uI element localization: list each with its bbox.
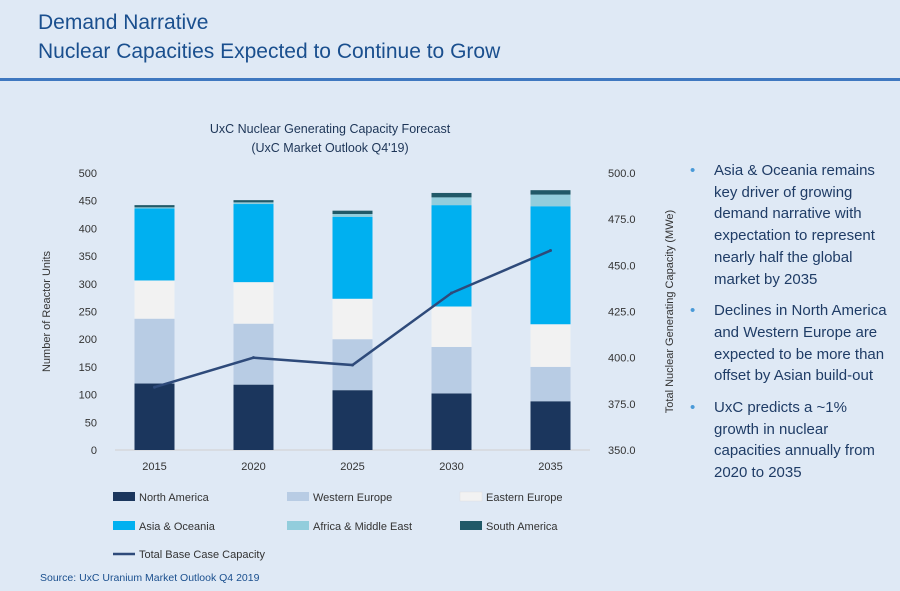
x-tick-label: 2030 bbox=[439, 461, 463, 473]
chart-title: UxC Nuclear Generating Capacity Forecast bbox=[209, 122, 451, 136]
y-tick-label: 50 bbox=[85, 417, 97, 429]
bullet-item: Declines in North America and Western Eu… bbox=[690, 300, 895, 387]
y-tick-label: 200 bbox=[79, 334, 97, 346]
bar-segment bbox=[134, 383, 175, 450]
legend-label: Western Europe bbox=[313, 492, 392, 504]
capacity-line-point bbox=[252, 356, 255, 360]
legend-label: Eastern Europe bbox=[486, 492, 562, 504]
bar-segment bbox=[431, 192, 472, 198]
bar-segment bbox=[233, 323, 274, 385]
legend-swatch bbox=[287, 492, 309, 501]
y-tick-label: 400 bbox=[79, 223, 97, 235]
y2-axis-title: Total Nuclear Generating Capacity (MWe) bbox=[664, 210, 676, 413]
y2-tick-label: 375.0 bbox=[608, 399, 636, 411]
y-tick-label: 500 bbox=[79, 168, 97, 180]
bar-segment bbox=[431, 205, 472, 307]
legend-swatch bbox=[459, 491, 483, 502]
bar-segment bbox=[233, 202, 274, 205]
x-tick-label: 2015 bbox=[142, 461, 166, 473]
y-tick-label: 300 bbox=[79, 279, 97, 291]
header-divider bbox=[0, 78, 900, 81]
y2-tick-label: 400.0 bbox=[608, 353, 636, 365]
legend-swatch bbox=[460, 521, 482, 530]
bar-segment bbox=[233, 384, 274, 450]
bar-segment bbox=[431, 346, 472, 394]
capacity-line-point bbox=[351, 363, 354, 367]
legend-label: Total Base Case Capacity bbox=[139, 549, 265, 561]
bar-segment bbox=[332, 213, 373, 217]
y2-tick-label: 425.0 bbox=[608, 307, 636, 319]
chart-subtitle: (UxC Market Outlook Q4'19) bbox=[251, 141, 409, 155]
y2-tick-label: 475.0 bbox=[608, 214, 636, 226]
source-note: Source: UxC Uranium Market Outlook Q4 20… bbox=[40, 572, 260, 584]
bar-segment bbox=[332, 298, 373, 340]
x-tick-label: 2025 bbox=[340, 461, 364, 473]
legend-label: North America bbox=[139, 492, 210, 504]
y-tick-label: 350 bbox=[79, 251, 97, 263]
legend-swatch bbox=[113, 492, 135, 501]
bar-segment bbox=[134, 205, 175, 208]
bar-segment bbox=[233, 282, 274, 324]
bar-segment bbox=[530, 366, 571, 402]
bullet-list: Asia & Oceania remains key driver of gro… bbox=[690, 160, 895, 494]
bar-segment bbox=[332, 216, 373, 299]
y-tick-label: 0 bbox=[91, 445, 97, 457]
x-tick-label: 2035 bbox=[538, 461, 562, 473]
capacity-line-point bbox=[450, 291, 453, 295]
y2-tick-label: 350.0 bbox=[608, 445, 636, 457]
bar-segment bbox=[431, 306, 472, 347]
legend-label: South America bbox=[486, 521, 558, 533]
bar-segment bbox=[530, 206, 571, 325]
legend-label: Africa & Middle East bbox=[313, 521, 412, 533]
y-tick-label: 150 bbox=[79, 362, 97, 374]
chart-title-block: UxC Nuclear Generating Capacity Forecast… bbox=[160, 120, 500, 158]
bar-segment bbox=[134, 208, 175, 281]
bar-segment bbox=[233, 204, 274, 283]
bar-segment bbox=[530, 194, 571, 207]
y-tick-label: 250 bbox=[79, 307, 97, 319]
y-tick-label: 450 bbox=[79, 196, 97, 208]
bar-segment bbox=[530, 190, 571, 195]
y2-tick-label: 450.0 bbox=[608, 260, 636, 272]
bar-segment bbox=[431, 393, 472, 450]
capacity-line-point bbox=[153, 385, 156, 389]
legend-swatch bbox=[113, 521, 135, 530]
x-tick-label: 2020 bbox=[241, 461, 265, 473]
y-axis-title: Number of Reactor Units bbox=[41, 250, 53, 372]
bar-segment bbox=[530, 401, 571, 450]
bar-segment bbox=[134, 280, 175, 319]
page-title: Demand Narrative Nuclear Capacities Expe… bbox=[38, 8, 500, 66]
bullet-item: Asia & Oceania remains key driver of gro… bbox=[690, 160, 895, 290]
bar-segment bbox=[134, 207, 175, 209]
bar-segment bbox=[530, 324, 571, 367]
bar-segment bbox=[332, 210, 373, 214]
y-tick-label: 100 bbox=[79, 390, 97, 402]
title-line-1: Demand Narrative bbox=[38, 11, 209, 34]
legend-label: Asia & Oceania bbox=[139, 521, 216, 533]
capacity-line-point bbox=[549, 249, 552, 253]
title-line-2: Nuclear Capacities Expected to Continue … bbox=[38, 40, 501, 63]
y2-tick-label: 500.0 bbox=[608, 168, 636, 180]
bullet-item: UxC predicts a ~1% growth in nuclear cap… bbox=[690, 397, 895, 484]
bar-segment bbox=[134, 318, 175, 384]
legend-swatch bbox=[287, 521, 309, 530]
bar-segment bbox=[332, 390, 373, 450]
bar-segment bbox=[233, 200, 274, 203]
bar-segment bbox=[431, 197, 472, 206]
